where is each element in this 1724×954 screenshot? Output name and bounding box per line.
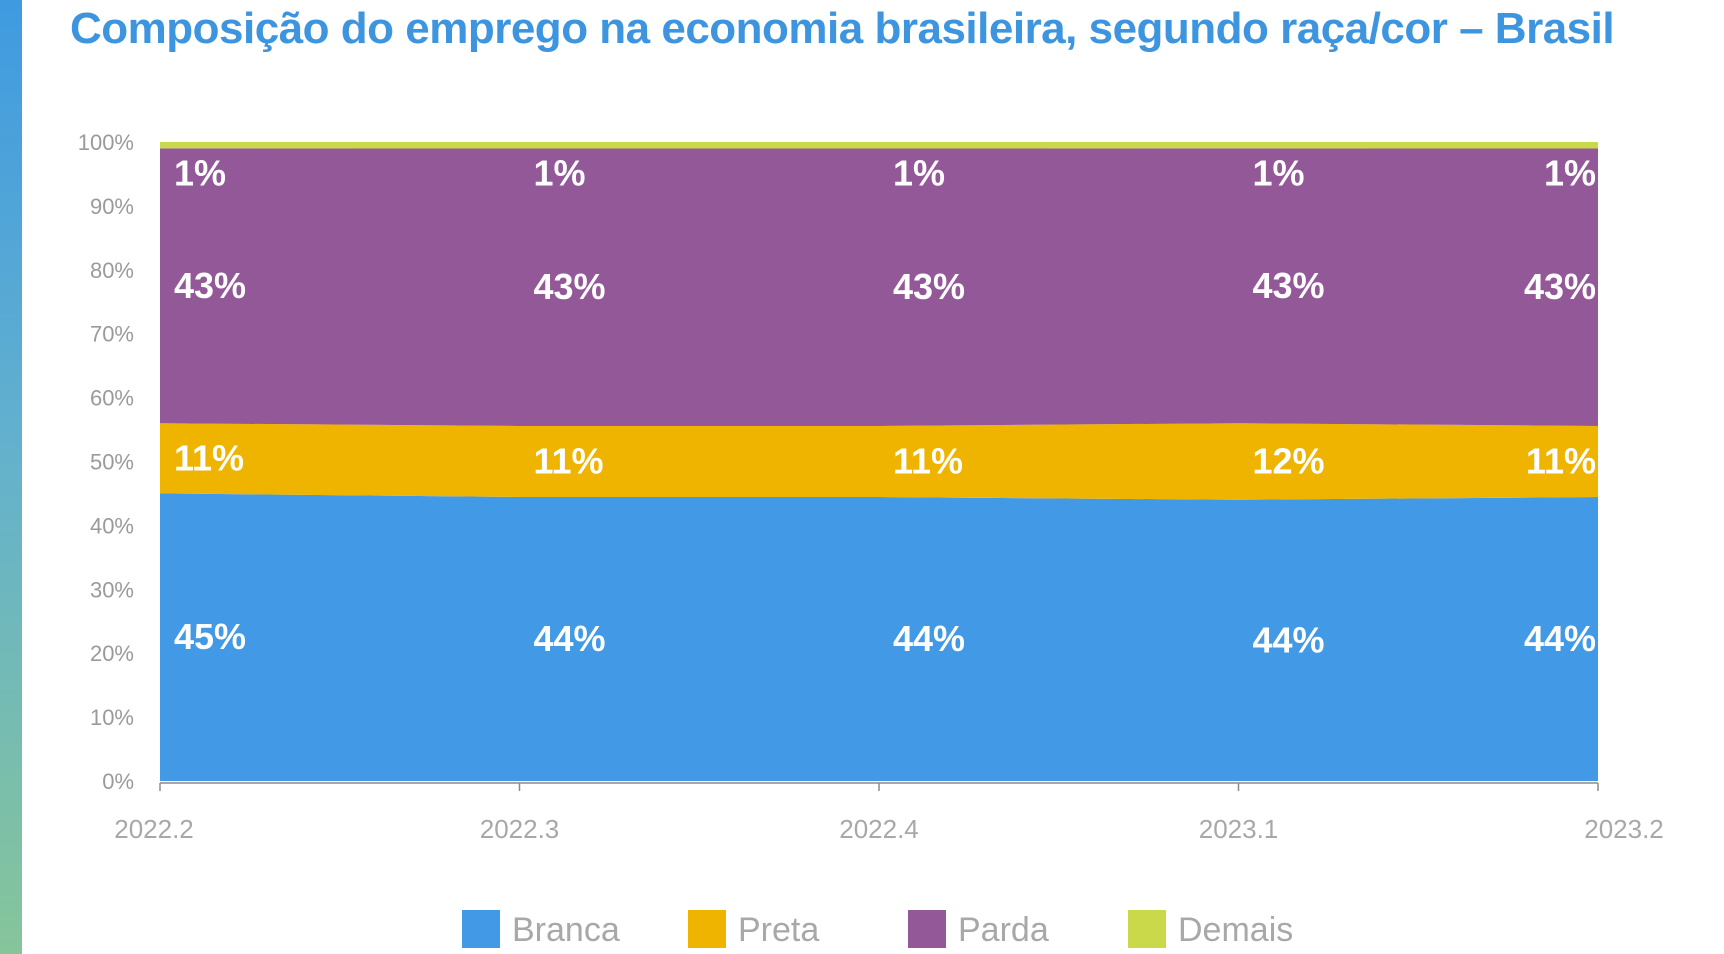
legend-label: Branca [512, 911, 620, 949]
legend-swatch [1128, 910, 1166, 948]
x-axis: 2022.2 2022.3 2022.4 2023.1 2023.2 [114, 782, 1664, 844]
data-label-parda: 43% [1253, 265, 1325, 306]
data-label-branca: 45% [174, 616, 246, 657]
legend-item-branca: Branca [462, 910, 620, 949]
data-label-preta: 11% [893, 441, 963, 482]
legend-label: Parda [958, 911, 1049, 949]
data-label-branca: 44% [1253, 619, 1325, 660]
data-label-branca: 44% [893, 618, 965, 659]
y-tick-label: 0% [102, 769, 134, 794]
data-label-branca: 44% [534, 618, 606, 659]
data-label-parda: 43% [534, 266, 606, 307]
data-label-demais: 1% [1253, 152, 1305, 193]
y-tick-label: 10% [90, 705, 134, 730]
area-branca [160, 493, 1598, 781]
accent-bar [0, 0, 22, 954]
y-tick-label: 90% [90, 194, 134, 219]
data-label-branca: 44% [1524, 618, 1596, 659]
x-tick-label: 2022.2 [114, 814, 194, 844]
x-tick-label: 2023.2 [1584, 814, 1664, 844]
legend-item-parda: Parda [908, 910, 1049, 949]
legend: Branca Preta Parda Demais [462, 910, 1293, 949]
legend-swatch [688, 910, 726, 948]
y-tick-label: 60% [90, 386, 134, 411]
series-areas [160, 142, 1598, 781]
data-labels: 45% 44% 44% 44% 44% 11% 11% 11% 12% 11% 43% 43% 43% 4… [174, 152, 1596, 660]
area-demais [160, 142, 1598, 149]
x-tick-label: 2022.4 [839, 814, 919, 844]
data-label-parda: 43% [893, 266, 965, 307]
x-tick-label: 2022.3 [480, 814, 560, 844]
legend-label: Demais [1178, 911, 1293, 949]
y-tick-label: 70% [90, 322, 134, 347]
y-axis: 0% 10% 20% 30% 40% 50% 60% 70% 80% 90% 100% [78, 130, 134, 794]
area-parda [160, 148, 1598, 426]
legend-item-preta: Preta [688, 910, 819, 949]
legend-item-demais: Demais [1128, 910, 1293, 949]
y-tick-label: 80% [90, 258, 134, 283]
data-label-preta: 12% [1253, 441, 1325, 482]
legend-label: Preta [738, 911, 819, 949]
chart-title: Composição do emprego na economia brasil… [70, 4, 1615, 53]
legend-swatch [462, 910, 500, 948]
data-label-preta: 11% [174, 437, 244, 478]
legend-swatch [908, 910, 946, 948]
data-label-parda: 43% [174, 265, 246, 306]
y-tick-label: 40% [90, 513, 134, 538]
data-label-parda: 43% [1524, 266, 1596, 307]
x-tick-label: 2023.1 [1199, 814, 1279, 844]
data-label-demais: 1% [174, 152, 226, 193]
data-label-demais: 1% [1544, 152, 1596, 193]
data-label-demais: 1% [534, 152, 586, 193]
data-label-demais: 1% [893, 152, 945, 193]
y-tick-label: 30% [90, 577, 134, 602]
data-label-preta: 11% [1526, 441, 1596, 482]
data-label-preta: 11% [534, 441, 604, 482]
y-tick-label: 50% [90, 450, 134, 475]
area-preta [160, 423, 1598, 500]
y-tick-label: 100% [78, 130, 134, 155]
y-tick-label: 20% [90, 641, 134, 666]
